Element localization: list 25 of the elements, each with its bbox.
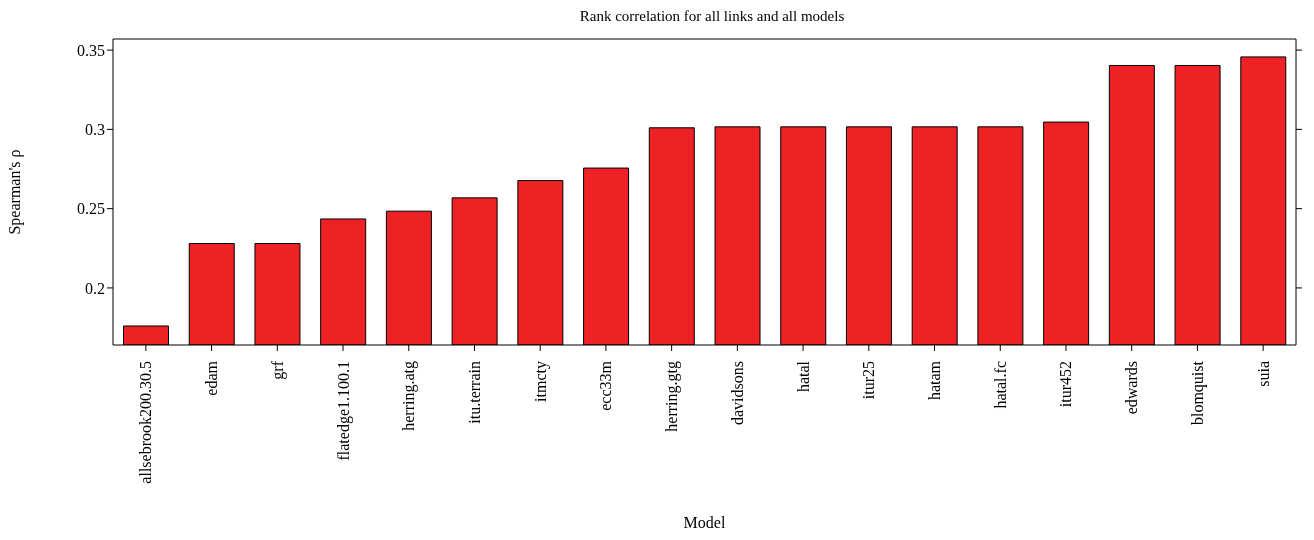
x-tick-label: allsebrook200.30.5 [137, 361, 155, 484]
x-tick-label: itmcty [531, 361, 550, 402]
chart-title: Rank correlation for all links and all models [578, 8, 846, 26]
x-tick-label: ecc33m [597, 360, 615, 411]
y-axis-title: Spearman's ρ [5, 149, 24, 235]
x-tick-label: hatal [794, 360, 812, 393]
x-tick-label: hatal.fc [991, 361, 1009, 409]
y-tick-label: 0.25 [77, 200, 105, 218]
x-tick-label: blomquist [1188, 360, 1207, 426]
x-tick-label: itu.terrain [465, 361, 483, 424]
y-tick-label: 0.35 [77, 41, 105, 59]
x-tick-label: davidsons [728, 361, 746, 425]
x-tick-label: edam [203, 360, 221, 396]
x-tick-label: itur452 [1057, 361, 1075, 408]
x-tick-label: herring.gtg [663, 361, 682, 432]
x-tick-label: edwards [1123, 361, 1141, 415]
x-axis-title: Model [683, 514, 726, 531]
x-tick-label: flatedge1.100.1 [334, 361, 353, 461]
x-tick-label: suia [1254, 361, 1272, 387]
x-tick-label: grf [268, 360, 287, 380]
x-tick-label: itur25 [860, 361, 878, 400]
x-tick-label: herring.atg [400, 361, 419, 431]
y-tick-label: 0.3 [85, 121, 105, 139]
y-tick-label: 0.2 [85, 279, 105, 297]
x-tick-label: hatam [926, 360, 944, 401]
